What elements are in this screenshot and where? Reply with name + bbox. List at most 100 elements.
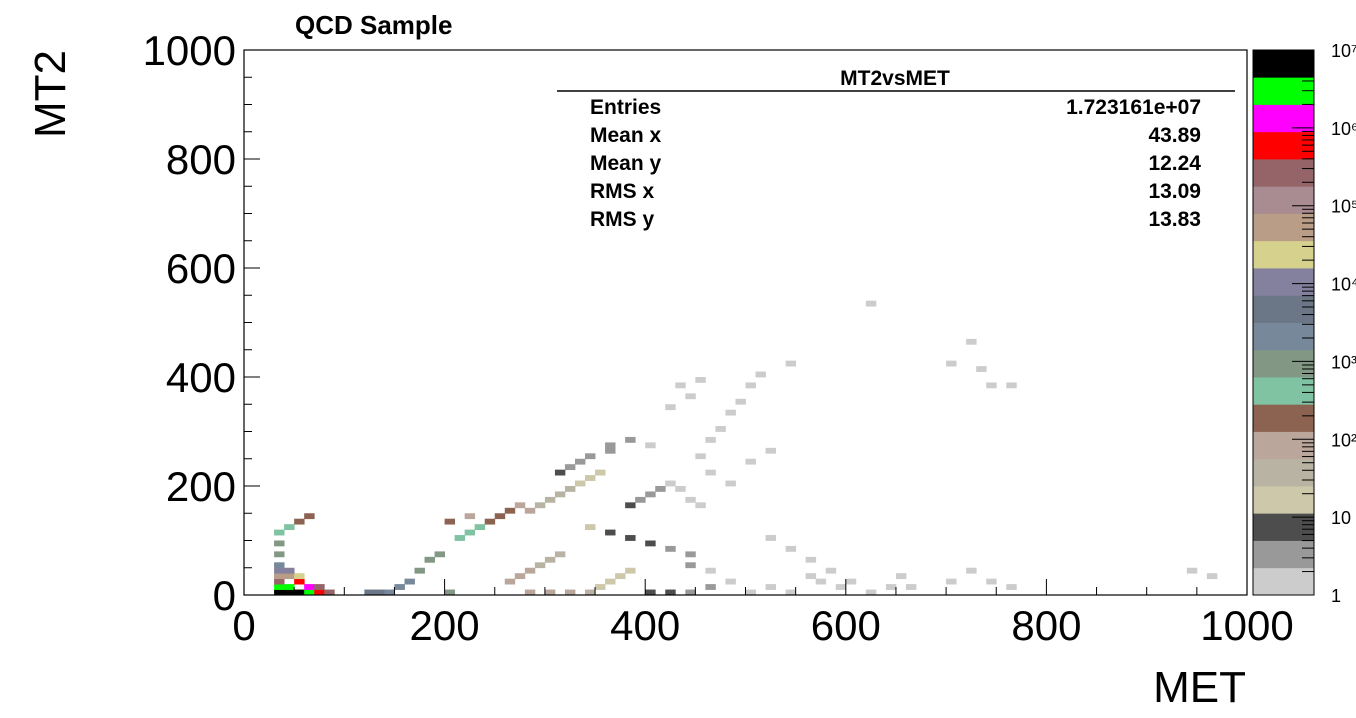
heatmap-cell (424, 556, 435, 563)
heatmap-cell (304, 513, 315, 520)
heatmap-cell (554, 491, 566, 498)
heatmap-cell (695, 502, 706, 509)
heatmap-cell (605, 578, 616, 585)
colorbar-segment (1253, 404, 1314, 432)
stats-row-value: 13.09 (1148, 180, 1201, 203)
heatmap-cell (274, 562, 285, 569)
heatmap-cell (645, 491, 656, 498)
stats-row-value: 43.89 (1148, 124, 1201, 147)
heatmap-cell (585, 589, 596, 596)
heatmap-cell (274, 540, 285, 547)
heatmap-cell (685, 496, 696, 503)
heatmap-cell (645, 540, 656, 547)
heatmap-cell (524, 589, 536, 596)
heatmap-cell (705, 469, 716, 476)
heatmap-cell (605, 442, 616, 449)
stats-row-label: RMS y (590, 208, 655, 231)
heatmap-cell (825, 567, 837, 574)
heatmap-cell (845, 578, 857, 585)
heatmap-cell (1206, 573, 1218, 580)
heatmap-cell (314, 589, 325, 596)
heatmap-cell (294, 589, 305, 596)
x-axis-label: MET (1153, 663, 1246, 712)
colorbar-label: 10⁷ (1331, 41, 1356, 61)
colorbar-segment (1253, 240, 1314, 269)
heatmap-cell (504, 578, 516, 585)
plot-frame (243, 49, 1248, 596)
heatmap-cell (595, 584, 606, 590)
y-tick-label: 200 (166, 463, 236, 510)
axis-ticks (243, 49, 1248, 596)
heatmap-cell (564, 486, 576, 492)
stats-row-label: RMS x (590, 180, 655, 203)
colorbar-label: 10⁴ (1331, 275, 1356, 295)
heatmap-cell (946, 360, 957, 367)
heatmap-cell (364, 589, 375, 596)
heatmap-cell (434, 551, 445, 558)
heatmap-cell (665, 404, 676, 411)
heatmap-cell (765, 535, 776, 541)
heatmap-cell (625, 502, 636, 509)
heatmap-cell (725, 480, 736, 487)
heatmap-cell (504, 507, 516, 514)
heatmap-cell (705, 567, 716, 574)
heatmap-cell (284, 524, 295, 530)
heatmap-cell (524, 567, 536, 574)
heatmap-cell (544, 556, 556, 563)
heatmap-cell (374, 589, 385, 596)
heatmap-cell (464, 513, 476, 520)
heatmap-cell (665, 589, 676, 596)
colorbar-segment (1253, 431, 1314, 460)
heatmap-cell (304, 584, 315, 590)
colorbar-segment (1253, 377, 1314, 405)
heatmap-cell (976, 366, 987, 372)
chart-title: QCD Sample (295, 10, 453, 40)
colorbar-label: 10³ (1331, 352, 1356, 372)
heatmap-cell (514, 573, 526, 580)
heatmap-cell (765, 447, 776, 454)
heatmap-cell (574, 458, 586, 465)
stats-row-value: 12.24 (1148, 152, 1201, 175)
heatmap-cell (294, 573, 305, 580)
heatmap-cell (534, 502, 546, 509)
heatmap-cell (966, 567, 977, 574)
heatmap-cell (274, 589, 285, 596)
colorbar-segment (1253, 486, 1314, 514)
heatmap-cell (635, 496, 646, 503)
heatmap-cell (394, 584, 405, 590)
y-tick-label: 400 (166, 354, 236, 401)
heatmap-cell (564, 589, 576, 596)
heatmap-cell (474, 524, 486, 530)
heatmap-cell (484, 518, 496, 525)
heatmap-cell (284, 573, 295, 580)
heatmap-cell (745, 589, 756, 596)
heatmap-cell (414, 567, 425, 574)
x-tick-label: 1000 (1200, 602, 1293, 649)
colorbar-frame (1252, 49, 1315, 596)
heatmap-cell (454, 535, 466, 541)
heatmap-cell (294, 578, 305, 585)
colorbar-label: 10² (1331, 430, 1356, 450)
heatmap-cell (564, 464, 576, 471)
colorbar-segment (1253, 322, 1314, 351)
heatmap-cell (1006, 382, 1017, 389)
heatmap-cell (725, 409, 736, 416)
z-colorbar (1252, 49, 1315, 596)
colorbar-label: 1 (1331, 586, 1341, 606)
heatmap-cell (675, 382, 686, 389)
x-tick-label: 0 (232, 602, 255, 649)
stats-row-value: 13.83 (1148, 208, 1201, 231)
colorbar-label: 10 (1331, 508, 1351, 528)
y-tick-label: 0 (213, 572, 236, 619)
x-tick-labels: 0 200 400 600 800 1000 (232, 602, 1293, 649)
heatmap-cell (835, 584, 847, 590)
heatmap-cell (755, 371, 766, 378)
heatmap-cell (865, 589, 877, 596)
heatmap-cell (695, 453, 706, 460)
heatmap-cell (735, 398, 746, 405)
heatmap-cell (655, 486, 666, 492)
heatmap-cell (274, 573, 285, 580)
heatmap-cell (765, 584, 776, 590)
heatmap-cell (314, 584, 325, 590)
colorbar-segment (1253, 540, 1314, 569)
